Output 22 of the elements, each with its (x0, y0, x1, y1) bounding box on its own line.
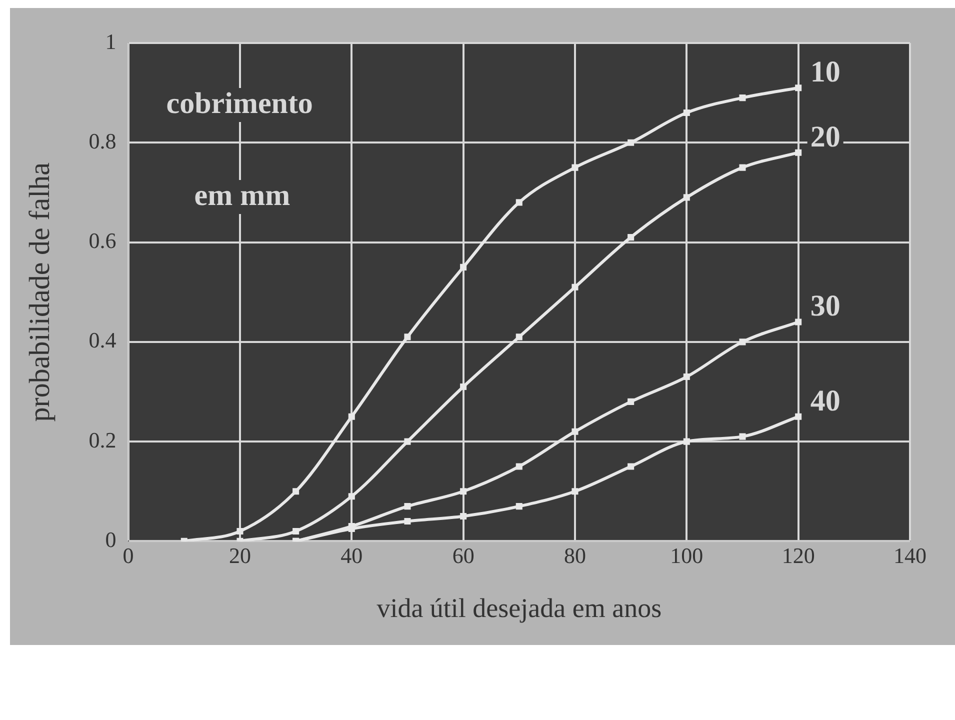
series-label: 40 (810, 384, 840, 418)
x-tick-label: 120 (782, 543, 815, 568)
x-tick-label: 100 (670, 543, 704, 568)
x-tick-label: 20 (228, 543, 251, 568)
x-tick-label: 40 (340, 543, 363, 568)
y-tick-label: 0.4 (88, 328, 116, 353)
y-tick-label: 0.6 (88, 228, 116, 254)
series-label: 20 (810, 120, 840, 154)
y-tick-label: 0.2 (88, 427, 116, 452)
series-label: 10 (810, 56, 840, 89)
series-label: 30 (810, 290, 840, 323)
x-tick-label: 0 (122, 543, 134, 568)
x-tick-label: 80 (564, 543, 586, 568)
x-tick-label: 140 (894, 543, 926, 568)
y-tick-label: 1 (105, 28, 116, 54)
y-axis-title: probabilidade de falha (24, 162, 56, 422)
y-tick-label: 0.8 (88, 128, 116, 154)
x-tick-label: 60 (452, 543, 474, 568)
y-tick-label: 0 (105, 526, 116, 552)
annotation: cobrimento (166, 86, 313, 120)
x-axis-title: vida útil desejada em anos (376, 592, 662, 623)
annotation: em mm (194, 178, 290, 212)
